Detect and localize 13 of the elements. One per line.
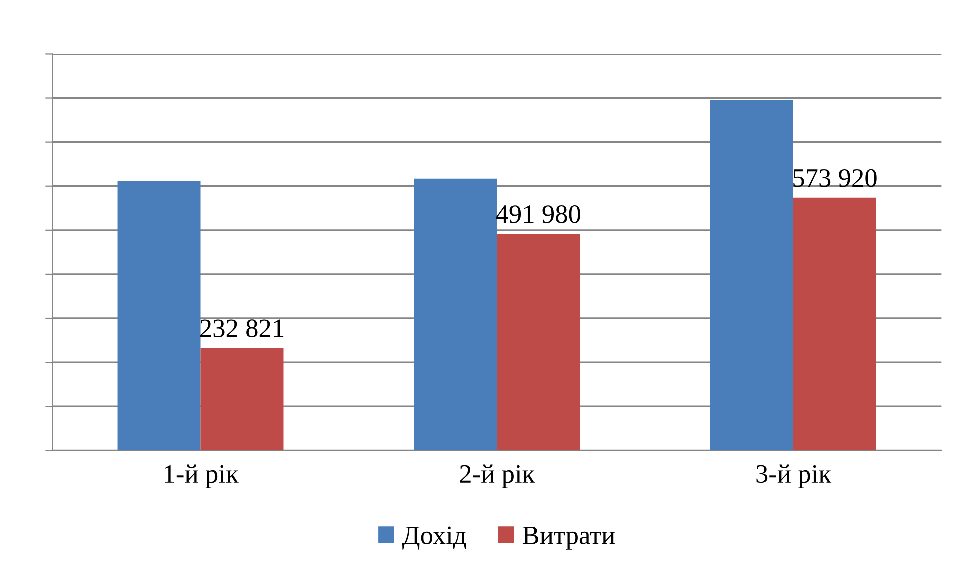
x-tick-label: 2-й рік	[460, 464, 536, 488]
x-tick-label: 3-й рік	[756, 464, 832, 488]
x-tick-label: 1-й рік	[165, 464, 239, 488]
data-label: 232 821	[200, 320, 284, 338]
bar	[200, 348, 284, 451]
legend-label: Витрати	[522, 526, 616, 550]
data-label: 573 920	[794, 169, 877, 188]
bar	[710, 100, 794, 451]
legend-label: Дохід	[402, 526, 466, 550]
bar	[497, 234, 580, 451]
bar	[118, 182, 201, 451]
bar	[793, 198, 876, 451]
bar	[414, 178, 498, 451]
